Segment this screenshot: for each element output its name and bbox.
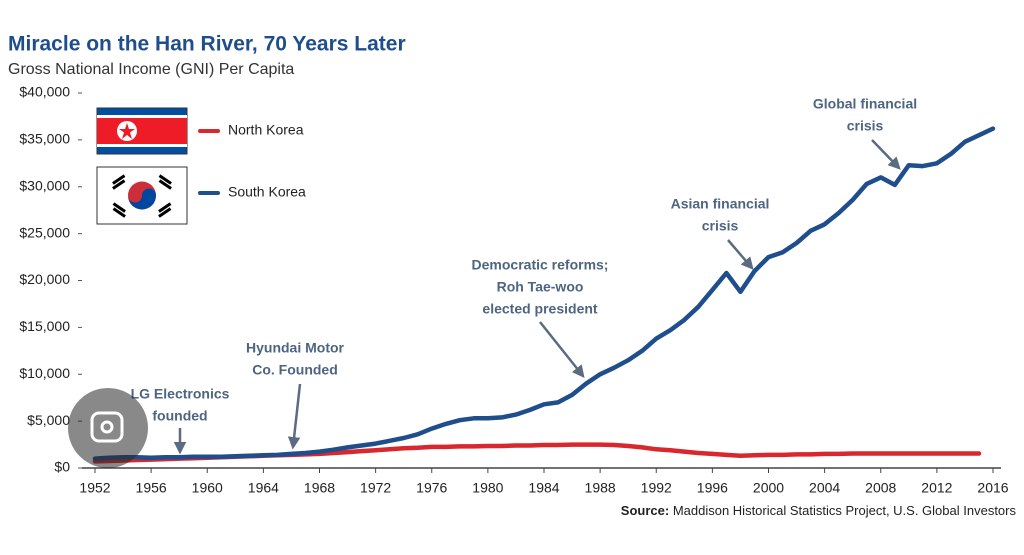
y-tick-label: $40,000	[19, 84, 70, 100]
x-tick-label: 1972	[360, 480, 391, 496]
chart-subtitle: Gross National Income (GNI) Per Capita	[8, 61, 294, 78]
series-line	[92, 442, 982, 464]
annotation-text: founded	[152, 408, 207, 424]
lens-circle	[68, 388, 148, 468]
legend-label: South Korea	[228, 184, 306, 200]
x-tick-label: 2016	[977, 480, 1008, 496]
x-tick-label: 1960	[192, 480, 223, 496]
annotation-text: crisis	[702, 218, 739, 234]
lens-overlay	[68, 388, 148, 468]
x-tick-label: 1956	[136, 480, 167, 496]
annotation-arrow	[727, 239, 754, 270]
y-tick-label: $30,000	[19, 177, 70, 193]
annotation-text: LG Electronics	[131, 386, 230, 402]
y-tick-label: $15,000	[19, 318, 70, 334]
annotation-text: Roh Tae-woo	[497, 279, 584, 295]
annotation-arrow	[539, 321, 585, 378]
annotation-text: Democratic reforms;	[472, 257, 609, 273]
y-tick-label: $10,000	[19, 365, 70, 381]
x-tick-label: 2008	[865, 480, 896, 496]
x-tick-label: 1968	[304, 480, 335, 496]
y-tick-label: $0	[54, 459, 70, 475]
y-tick-label: $20,000	[19, 271, 70, 287]
lens-icon	[90, 411, 124, 443]
annotation-arrow	[871, 139, 901, 170]
y-tick-label: $25,000	[19, 224, 70, 240]
y-tick-label: $35,000	[19, 131, 70, 147]
x-tick-label: 2000	[753, 480, 784, 496]
north-korea-flag	[96, 107, 188, 155]
annotation-text: Global financial	[813, 96, 917, 112]
source-note: Source: Maddison Historical Statistics P…	[621, 503, 1017, 518]
x-tick-label: 2004	[809, 480, 840, 496]
annotation-text: crisis	[847, 118, 884, 134]
x-tick-label: 2012	[921, 480, 952, 496]
south-korea-flag	[96, 166, 188, 225]
annotation-text: elected president	[482, 301, 597, 317]
x-tick-label: 1988	[585, 480, 616, 496]
chart-title: Miracle on the Han River, 70 Years Later	[8, 33, 406, 56]
source-label: Source:	[621, 503, 669, 518]
x-tick-label: 1952	[79, 480, 110, 496]
x-tick-label: 1976	[416, 480, 447, 496]
source-text: Maddison Historical Statistics Project, …	[673, 503, 1017, 518]
x-tick-label: 1964	[248, 480, 279, 496]
annotation-arrow	[287, 383, 302, 450]
annotation-text: Hyundai Motor	[246, 340, 345, 356]
lens-icon-dot	[100, 420, 114, 434]
annotation-text: Asian financial	[671, 196, 770, 212]
x-tick-label: 1992	[641, 480, 672, 496]
legend-label: North Korea	[228, 122, 304, 138]
annotation-text: Co. Founded	[252, 362, 338, 378]
x-tick-label: 1984	[528, 480, 559, 496]
x-tick-label: 1996	[697, 480, 728, 496]
y-tick-label: $5,000	[27, 412, 70, 428]
x-tick-label: 1980	[472, 480, 503, 496]
series-line	[92, 126, 996, 461]
